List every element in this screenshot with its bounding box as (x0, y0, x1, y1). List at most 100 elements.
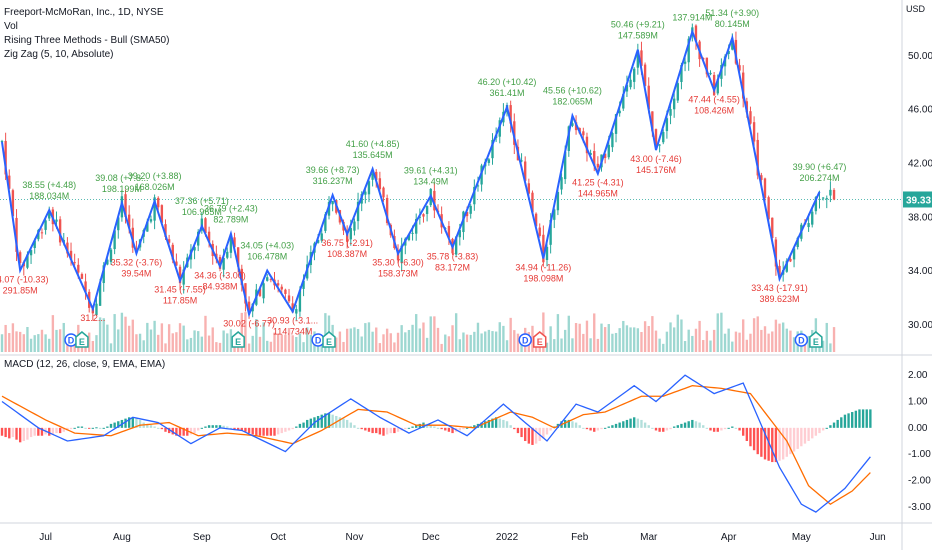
candle-body (0, 141, 4, 143)
candle-body (425, 205, 429, 214)
candle-body (567, 126, 570, 151)
macd-histogram-bar (796, 427, 799, 449)
candle-body (611, 133, 614, 148)
volume-bar (825, 322, 828, 352)
zigzag-line (1, 28, 821, 318)
macd-histogram-bar (84, 427, 87, 429)
zigzag-label-price: 41.60 (+4.85) (346, 139, 400, 149)
zigzag-label-volume: 80.145M (715, 19, 750, 29)
event-marker-earnings[interactable]: E (322, 331, 336, 348)
zigzag-label-price: 39.90 (+6.47) (793, 162, 847, 172)
top-legend[interactable]: Freeport-McMoRan, Inc., 1D, NYSE Vol Ris… (4, 6, 169, 62)
event-marker-dividend[interactable]: D (64, 333, 78, 347)
candle-body (531, 192, 534, 213)
candle-body (614, 114, 618, 134)
time-tick-label: Jul (39, 532, 52, 543)
event-marker-earnings[interactable]: E (75, 331, 89, 348)
volume-bar (324, 313, 327, 352)
candle-body (160, 205, 164, 223)
macd-title[interactable]: MACD (12, 26, close, 9, EMA, EMA) (4, 359, 166, 370)
zigzag-label-price: 39.61 (+4.31) (404, 166, 458, 176)
zigzag-label-volume: 182.065M (552, 97, 592, 107)
macd-histogram-bar (69, 427, 73, 430)
volume-bar (375, 327, 378, 352)
macd-histogram-bar (233, 427, 236, 430)
symbol-title[interactable]: Freeport-McMoRan, Inc., 1D, NYSE (4, 7, 164, 18)
zigzag-label-price: 36.79 (+2.43) (204, 204, 258, 214)
macd-tick-label: 1.00 (908, 397, 928, 408)
indicator-rising-three[interactable]: Rising Three Methods - Bull (SMA50) (4, 35, 170, 46)
volume-bar (266, 340, 269, 352)
indicator-vol[interactable]: Vol (4, 21, 18, 32)
volume-bar (211, 327, 214, 352)
candle-body (658, 144, 661, 146)
event-marker-dividend[interactable]: D (311, 333, 325, 347)
event-marker-earnings[interactable]: E (809, 331, 823, 348)
volume-bar (0, 334, 4, 352)
volume-bar (756, 316, 759, 352)
macd-histogram-bar (167, 427, 171, 434)
macd-legend[interactable]: MACD (12, 26, close, 9, EMA, EMA) (4, 358, 165, 372)
volume-bar (763, 326, 767, 352)
candle-body (760, 175, 763, 180)
candle-body (473, 186, 476, 205)
candle (487, 157, 491, 166)
candle-body (382, 187, 385, 198)
volume-bar (651, 316, 654, 352)
zigzag-label-volume: 361.41M (490, 88, 525, 98)
zigzag-label-price: 43.00 (-7.46) (630, 154, 682, 164)
macd-histogram-bar (229, 427, 233, 429)
indicator-zigzag[interactable]: Zig Zag (5, 10, Absolute) (4, 49, 114, 60)
candle-body (549, 219, 552, 245)
candle-body (825, 198, 828, 200)
macd-histogram-bar (345, 419, 349, 428)
event-marker-dividend[interactable]: D (794, 333, 809, 347)
candle (542, 225, 545, 267)
macd-histogram-bar (600, 427, 603, 430)
zigzag-label-volume: 108.387M (327, 249, 367, 259)
volume-bar (643, 321, 647, 352)
macd-panel[interactable] (0, 374, 872, 513)
event-marker-earnings[interactable]: E (231, 331, 245, 348)
candle-body (491, 140, 494, 159)
zigzag-label-volume: 188.034M (29, 191, 69, 201)
volume-bar (593, 313, 596, 352)
zigzag-label-price: 34.94 (-11.26) (515, 263, 571, 273)
macd-histogram-bar (531, 427, 534, 445)
macd-histogram-bar (563, 419, 567, 428)
macd-histogram-bar (593, 427, 596, 432)
volume-bar (393, 342, 396, 352)
candle-body (157, 197, 160, 208)
macd-histogram-bar (520, 427, 523, 438)
macd-histogram-bar (33, 427, 36, 436)
zigzag-label-volume: 134.49M (413, 177, 448, 187)
volume-bar (781, 322, 785, 352)
volume-bar (745, 339, 749, 352)
macd-histogram-bar (349, 422, 352, 428)
candle-body (585, 136, 589, 154)
volume-bar (62, 322, 65, 352)
volume-bar (560, 338, 563, 352)
volume-bar (218, 342, 222, 352)
volume-bar (164, 343, 167, 352)
candle-body (4, 140, 7, 175)
candle (109, 247, 113, 265)
volume-bar (440, 343, 443, 352)
earnings-letter: E (235, 337, 241, 347)
signal-line (1, 385, 871, 505)
volume-bar (458, 339, 461, 352)
candle (749, 106, 752, 125)
event-marker-earnings[interactable]: E (532, 331, 547, 348)
volume-bar (142, 340, 145, 352)
volume-bar (633, 327, 636, 352)
candle (672, 90, 676, 118)
candle (182, 261, 185, 294)
zigzag-label-volume: 144.965M (578, 189, 618, 199)
macd-histogram-bar (236, 427, 240, 430)
volume-bar (135, 334, 138, 352)
event-marker-dividend[interactable]: D (518, 333, 532, 347)
zigzag-label-price: 35.78 (-3.83) (427, 251, 479, 261)
macd-histogram-bar (51, 427, 55, 435)
